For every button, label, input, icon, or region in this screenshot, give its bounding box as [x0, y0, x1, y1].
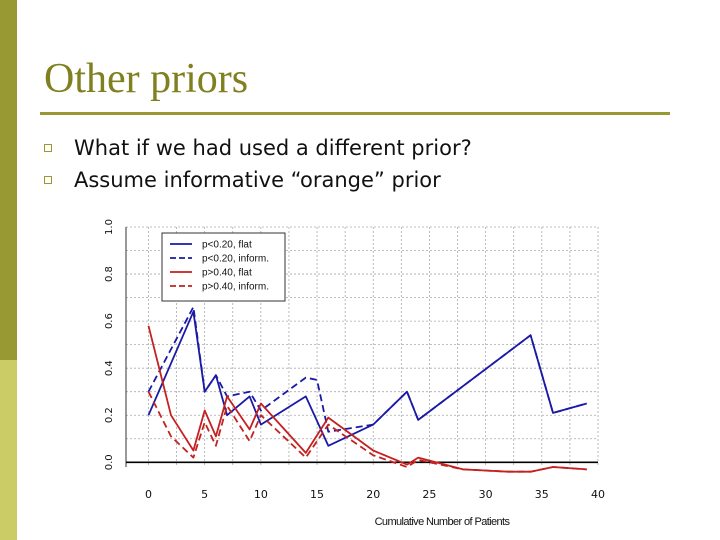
x-tick-label: 30: [479, 488, 493, 501]
y-tick-label: 0.2: [104, 407, 115, 423]
x-tick-label: 35: [535, 488, 549, 501]
legend-entry-label: p>0.40, flat: [202, 268, 252, 279]
y-tick-label: 0.8: [104, 266, 115, 282]
y-tick-label: 0.6: [104, 313, 115, 329]
bullet-text: Assume informative “orange” prior: [74, 168, 441, 192]
bullet-item: What if we had used a different prior?: [44, 132, 472, 164]
y-tick-labels: 0.0 0.2 0.4 0.6 0.8 1.0: [104, 219, 115, 470]
slide-title: Other priors: [44, 56, 249, 102]
accent-bar-top: [0, 0, 17, 360]
y-tick-label: 0.0: [104, 454, 115, 470]
series-line-3: [147, 325, 587, 473]
x-tick-labels: 0 5 10 15 20 25 30 35 40: [145, 488, 605, 501]
bullet-text: What if we had used a different prior?: [74, 136, 472, 160]
series-line-4: [147, 391, 587, 473]
series-line-2: [147, 306, 588, 433]
x-tick-label: 0: [145, 488, 152, 501]
posterior-probability-chart: 0.0 0.2 0.4 0.6 0.8 1.0 0 5 10 15 20 25 30 35 40 Cumu…: [104, 219, 605, 528]
chart-legend: p<0.20, flat p<0.20, inform. p>0.40, flat p…: [161, 232, 286, 302]
series-lines: [147, 306, 588, 473]
y-tick-label: 0.4: [104, 360, 115, 376]
bullet-list: What if we had used a different prior? A…: [44, 132, 472, 196]
x-tick-label: 10: [254, 488, 268, 501]
x-tick-label: 15: [310, 488, 324, 501]
x-tick-label: 20: [366, 488, 380, 501]
accent-bar-bottom: [0, 360, 17, 540]
x-tick-label: 5: [201, 488, 208, 501]
square-bullet-icon: [44, 144, 52, 152]
bullet-item: Assume informative “orange” prior: [44, 164, 472, 196]
x-tick-label: 40: [591, 488, 605, 501]
legend-entry-label: p<0.20, inform.: [202, 254, 269, 265]
legend-entry-label: p>0.40, inform.: [202, 282, 269, 293]
legend-entry-label: p<0.20, flat: [202, 240, 252, 251]
plot-frame: [125, 227, 598, 467]
x-tick-label: 25: [422, 488, 436, 501]
y-tick-label: 1.0: [104, 219, 115, 235]
x-axis-label: Cumulative Number of Patients: [375, 516, 511, 528]
title-underline: [40, 112, 670, 115]
square-bullet-icon: [44, 176, 52, 184]
